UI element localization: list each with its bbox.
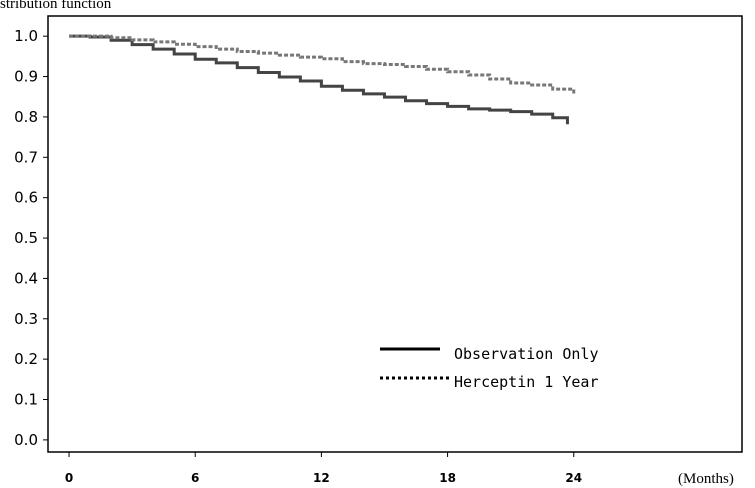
y-tick-label: 0.3 [14,310,38,328]
series-lines [69,34,576,125]
y-tick-label: 0.0 [14,431,38,449]
legend-label-observation: Observation Only [454,345,599,363]
y-tick-label: 0.4 [14,269,38,287]
plot-frame [47,15,743,453]
x-tick-label: 24 [565,471,582,485]
series-line-herceptin [69,34,576,94]
y-tick-label: 0.5 [14,229,38,247]
y-tick-label: 1.0 [14,27,38,45]
y-tick-label: 0.6 [14,189,38,207]
y-axis-label: stribution function [0,0,112,12]
y-axis-ticks: 0.0 0.1 0.2 0.3 0.4 0.5 0.6 0.7 0.8 0.9 1.0 [14,27,48,449]
series-line-observation [69,34,569,125]
y-tick-label: 0.9 [14,68,38,86]
y-tick-label: 0.2 [14,350,38,368]
x-tick-label: 12 [313,471,330,485]
x-axis-ticks: 0 6 12 18 24 [65,452,582,485]
x-tick-label: 6 [191,471,199,485]
x-axis-unit: (Months) [678,471,734,487]
legend: Observation Only Herceptin 1 Year [380,345,599,391]
y-tick-label: 0.7 [14,148,38,166]
x-tick-label: 0 [65,471,73,485]
y-tick-label: 0.8 [14,108,38,126]
x-tick-label: 18 [439,471,456,485]
legend-label-herceptin: Herceptin 1 Year [454,373,599,391]
y-tick-label: 0.1 [14,391,38,409]
